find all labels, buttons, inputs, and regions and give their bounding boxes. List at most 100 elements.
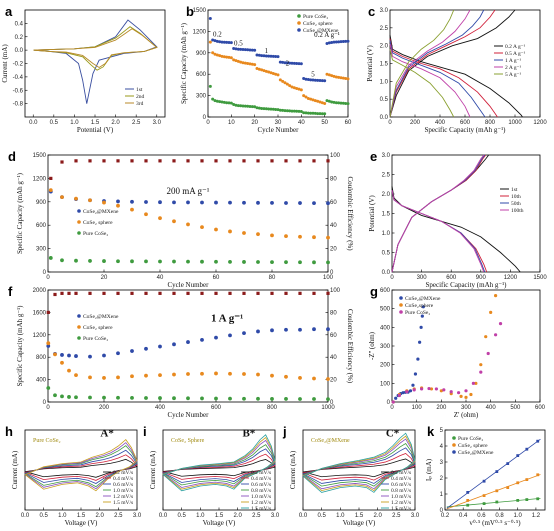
x-axis-label: Cycle Number — [257, 126, 299, 134]
y-tick-label: 1.0 — [380, 79, 389, 85]
data-point — [200, 337, 204, 342]
data-point — [516, 454, 520, 457]
data-point — [270, 291, 274, 295]
data-point — [459, 394, 463, 398]
data-point — [213, 99, 217, 103]
data-point — [88, 291, 92, 295]
legend-label: 1st — [136, 87, 143, 93]
x-tick-label: 0.2 — [441, 513, 450, 519]
data-point — [506, 462, 510, 465]
panel-letter: b — [186, 4, 194, 19]
data-point — [214, 335, 218, 340]
data-point — [256, 329, 260, 334]
legend-label: CoSe₂ sphere — [458, 443, 488, 449]
data-point — [225, 55, 229, 59]
cv-loop — [162, 448, 276, 483]
y-tick-label: 0.0 — [382, 270, 391, 276]
legend-label: CoSe₂@MXene — [303, 28, 339, 34]
data-point — [208, 84, 212, 88]
data-point — [102, 376, 106, 380]
y-tick-label: 0.4 — [15, 21, 24, 27]
data-point — [241, 104, 245, 108]
data-point — [60, 195, 64, 200]
data-point — [116, 203, 120, 208]
data-point — [312, 327, 316, 332]
data-point — [74, 291, 78, 295]
data-point — [449, 390, 453, 394]
x-axis-label: v⁰·⁵ (mV⁰·⁵ s⁻⁰·⁵) — [469, 519, 521, 527]
data-point — [284, 201, 288, 205]
y-tick-label: 900 — [36, 200, 47, 206]
x-axis-label: Cycle Number — [167, 411, 209, 419]
data-point — [413, 372, 418, 376]
data-point — [144, 346, 148, 351]
y2-tick-label: 0 — [330, 400, 334, 406]
data-point — [228, 259, 232, 264]
data-point — [255, 53, 259, 57]
annotation: A* — [100, 427, 114, 439]
data-point — [239, 47, 243, 51]
data-point — [346, 77, 350, 81]
data-point — [236, 59, 240, 63]
data-point — [306, 78, 310, 82]
data-point — [298, 327, 302, 332]
data-point — [262, 69, 266, 73]
data-point — [158, 159, 162, 163]
data-point — [298, 201, 302, 205]
data-point — [295, 86, 299, 90]
y-tick-label: 600 — [380, 288, 391, 294]
y2-axis-label: Coulombic Efficiency (%) — [346, 309, 354, 384]
y-axis-label: Specific Capacity (mAh g⁻¹) — [16, 172, 24, 254]
data-point — [102, 200, 106, 205]
y-tick-label: 0 — [387, 400, 391, 406]
data-point — [298, 376, 302, 380]
data-point — [486, 351, 490, 356]
data-point — [186, 159, 190, 163]
x-tick-label: 0 — [388, 120, 392, 126]
panel-f: f0 200 400 600 800 10000400800120016002000020… — [8, 284, 354, 419]
y-tick-label: -0.8 — [13, 102, 24, 108]
y-tick-label: 0.0 — [380, 115, 389, 121]
data-point — [60, 258, 64, 263]
data-point — [225, 101, 229, 105]
data-point — [48, 256, 53, 260]
legend-label: 0.4 mV/s — [113, 476, 133, 482]
panel-g: g 0 100 200 300 400 500 600 0 100 200 300 400 500 600 Z… — [368, 284, 546, 419]
x-tick-label: 0.5 — [177, 513, 186, 519]
cv-loop — [162, 444, 276, 486]
data-point — [270, 233, 274, 238]
legend-marker — [399, 310, 403, 314]
x-tick-label: 600 — [460, 120, 471, 126]
legend-label: 0.6 mV/s — [251, 482, 271, 488]
y-tick-label: 1 — [440, 492, 444, 498]
data-point — [116, 375, 120, 380]
data-point — [220, 54, 224, 58]
data-point — [270, 260, 274, 264]
data-point — [172, 200, 176, 205]
legend-label: 0.4 mV/s — [391, 476, 411, 482]
data-point — [442, 388, 446, 392]
data-point — [516, 499, 520, 502]
data-point — [482, 502, 486, 505]
data-point — [214, 200, 218, 205]
data-point — [334, 40, 338, 44]
y-axis-label: Iₚ (mA) — [425, 458, 433, 481]
x-tick-label: 0 — [390, 405, 394, 411]
data-point — [302, 94, 306, 98]
data-point — [298, 291, 302, 295]
data-point — [311, 78, 315, 82]
x-tick-label: 3.0 — [153, 120, 162, 126]
x-tick-label: 40 — [298, 120, 305, 126]
y2-tick-label: 40 — [330, 223, 337, 229]
data-point — [292, 109, 296, 113]
data-point — [256, 159, 260, 163]
y2-tick-label: 40 — [330, 355, 337, 361]
data-point — [536, 473, 540, 477]
data-point — [267, 70, 271, 74]
data-point — [466, 491, 470, 494]
data-point — [304, 77, 308, 81]
data-point — [236, 104, 240, 108]
data-point — [306, 96, 310, 100]
legend-marker — [77, 220, 81, 224]
